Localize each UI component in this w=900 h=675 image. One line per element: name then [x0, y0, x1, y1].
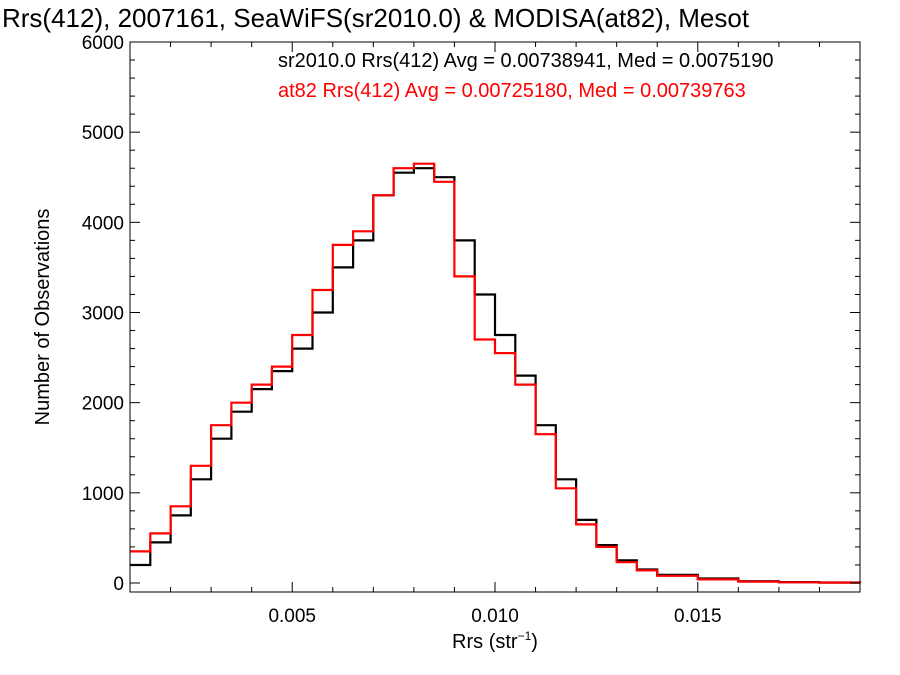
x-axis-label: Rrs (str−1): [452, 629, 538, 653]
x-tick-label: 0.005: [268, 606, 316, 627]
y-tick-label: 0: [113, 574, 124, 595]
y-tick-label: 6000: [82, 33, 124, 54]
x-tick-label: 0.015: [674, 606, 722, 627]
annotation-at82: at82 Rrs(412) Avg = 0.00725180, Med = 0.…: [278, 80, 746, 102]
series-layer: [130, 162, 862, 584]
x-axis-label-main: Rrs (str: [452, 631, 518, 653]
annotation-sr2010: sr2010.0 Rrs(412) Avg = 0.00738941, Med …: [278, 50, 774, 72]
y-tick-label: 3000: [82, 303, 124, 324]
x-tick-label: 0.010: [471, 606, 519, 627]
x-axis: 0.005 0.010 0.015: [129, 42, 861, 627]
chart-title: Rrs(412), 2007161, SeaWiFS(sr2010.0) & M…: [2, 3, 750, 33]
y-axis-label: Number of Observations: [32, 209, 54, 426]
y-tick-label: 5000: [82, 123, 124, 144]
series-line-0: [130, 167, 862, 584]
y-tick-label: 4000: [82, 213, 124, 234]
y-tick-label: 1000: [82, 484, 124, 505]
x-axis-label-end: ): [531, 631, 538, 653]
series-line-1: [130, 162, 862, 584]
y-tick-label: 2000: [82, 394, 124, 415]
y-axis: 0 1000 2000 3000 4000 5000 6000: [82, 33, 860, 595]
x-axis-label-superscript: −1: [518, 629, 532, 643]
